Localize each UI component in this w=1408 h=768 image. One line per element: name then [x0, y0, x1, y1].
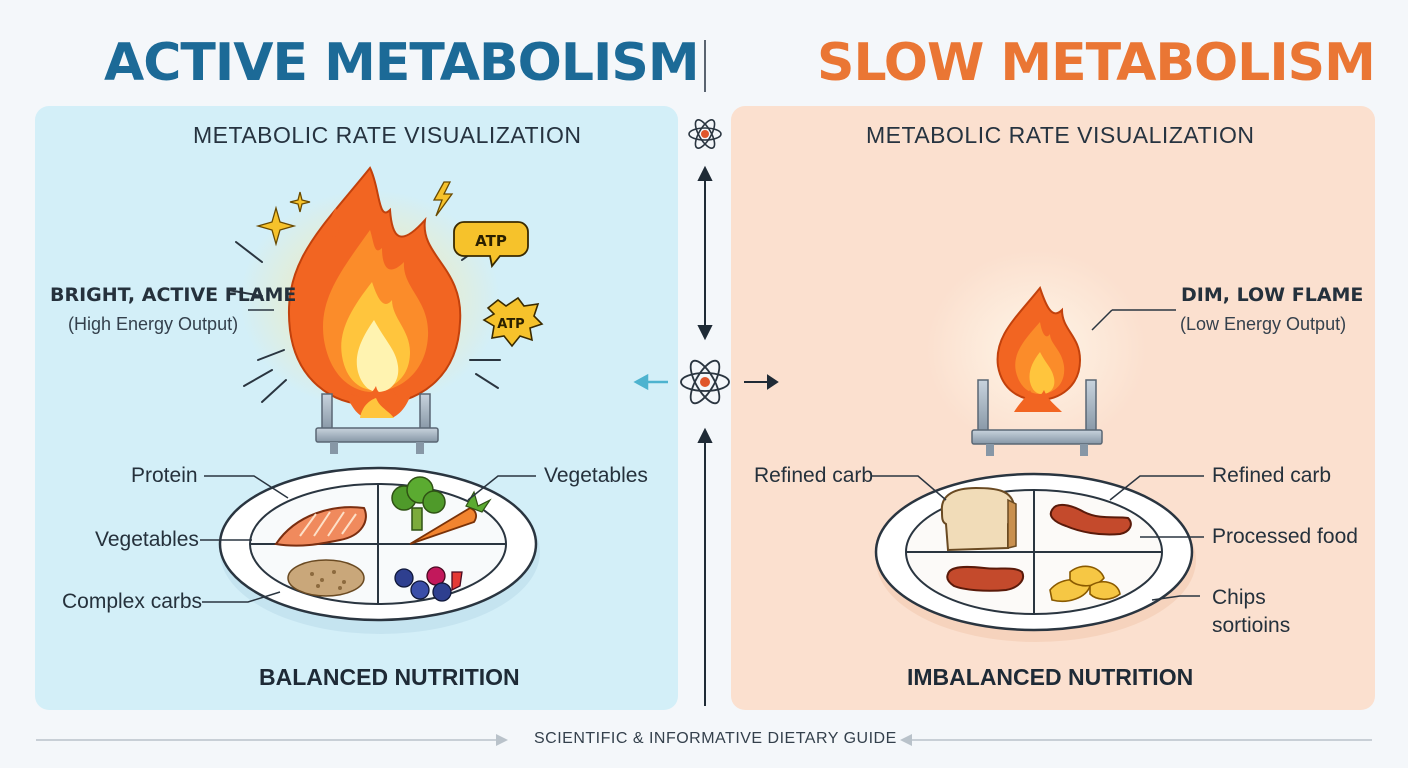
atp-badge-1: ATP — [453, 221, 529, 269]
lightning-icon — [432, 181, 454, 217]
atom-icon — [680, 359, 730, 405]
left-arrow — [633, 373, 668, 391]
balanced-nutrition-label: BALANCED NUTRITION — [259, 664, 520, 690]
label-vegetables-left: Vegetables — [95, 528, 199, 551]
title-active-metabolism: ACTIVE METABOLISM — [104, 33, 700, 93]
label-protein: Protein — [131, 464, 198, 487]
left-leaders — [200, 475, 536, 603]
right-leaders — [872, 475, 1204, 601]
label-vegetables-right: Vegetables — [544, 464, 648, 487]
imbalanced-nutrition-label: IMBALANCED NUTRITION — [907, 664, 1194, 690]
sausage-icon — [946, 565, 1024, 592]
salmon-icon — [274, 506, 367, 547]
chips-icon — [1049, 565, 1121, 602]
arrow-icon — [767, 374, 779, 390]
title-divider — [704, 40, 706, 92]
bread-icon — [940, 486, 1017, 552]
plate-icon — [218, 466, 540, 634]
plate-icon — [874, 472, 1196, 642]
atp-badge-2: ATP — [482, 296, 544, 348]
atp-label: ATP — [475, 232, 507, 250]
slow-flame-sub: (Low Energy Output) — [1180, 314, 1347, 334]
label-chips: Chips — [1212, 586, 1266, 609]
label-complex-carbs: Complex carbs — [62, 590, 203, 613]
active-flame-label: BRIGHT, ACTIVE FLAME — [50, 284, 297, 306]
label-sortioins: sortioins — [1212, 614, 1291, 637]
center-axis — [697, 165, 779, 706]
active-flame-sub: (High Energy Output) — [68, 314, 239, 334]
dietary-guide-caption: SCIENTIFIC & INFORMATIVE DIETARY GUIDE — [534, 730, 897, 747]
arrow-icon — [697, 427, 713, 443]
arrow-icon — [697, 325, 713, 341]
title-slow-metabolism: SLOW METABOLISM — [817, 33, 1376, 93]
label-processed-food: Processed food — [1212, 525, 1358, 548]
grain-icon — [287, 559, 365, 597]
label-refined-carb-right: Refined carb — [1212, 464, 1332, 487]
berries-icon — [394, 566, 463, 602]
flame-icon — [996, 285, 1082, 402]
sparkle-icon — [255, 191, 311, 247]
arrow-icon — [697, 165, 713, 181]
slow-flame-label: DIM, LOW FLAME — [1181, 284, 1364, 306]
sausage-icon — [1049, 504, 1132, 536]
burner-icon — [315, 386, 439, 454]
atom-icon — [688, 119, 722, 149]
burner-icon — [971, 379, 1103, 456]
energy-rays — [227, 241, 501, 403]
label-refined-carb-left: Refined carb — [754, 464, 874, 487]
atp-label: ATP — [497, 317, 524, 332]
active-panel-heading: METABOLIC RATE VISUALIZATION — [193, 122, 582, 148]
slow-panel-heading: METABOLIC RATE VISUALIZATION — [866, 122, 1255, 148]
broccoli-icon — [391, 476, 446, 531]
flame-icon — [288, 166, 462, 407]
